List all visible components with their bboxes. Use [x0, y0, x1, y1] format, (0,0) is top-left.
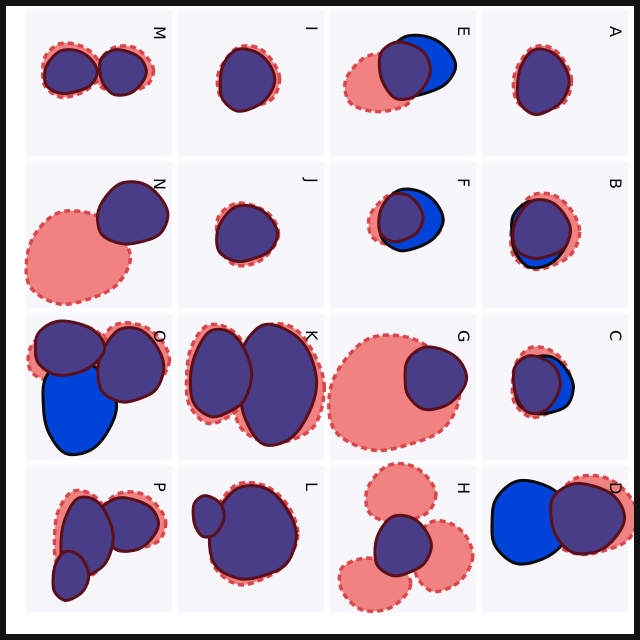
panel-label: A	[606, 26, 625, 37]
overlap-region	[96, 326, 166, 404]
panel-label: N	[150, 178, 169, 190]
overlap-region	[98, 48, 148, 97]
panel-c: C	[482, 314, 628, 460]
panel-label: M	[150, 26, 169, 40]
panel-label: L	[302, 482, 321, 491]
panel-g: G	[327, 314, 476, 460]
panel-label: D	[606, 482, 625, 494]
panel-f: F	[330, 162, 476, 308]
overlap-region	[191, 494, 226, 539]
panel-label: B	[606, 178, 625, 189]
panel-a: A	[482, 10, 628, 156]
panel-label: P	[150, 482, 169, 492]
overlap-region	[377, 40, 432, 101]
panel-label: C	[606, 330, 625, 341]
overlap-region	[549, 481, 627, 556]
panel-e: E	[330, 10, 476, 156]
overlap-region	[515, 47, 571, 117]
panel-label: H	[454, 482, 473, 494]
overlap-region	[33, 319, 107, 377]
panel-n: N	[24, 162, 172, 308]
panel-label: J	[302, 177, 321, 183]
panel-label: O	[150, 330, 169, 343]
panel-label: F	[454, 178, 473, 187]
panel-j: J	[178, 162, 324, 308]
panel-l: L	[178, 466, 324, 612]
panel-p: P	[26, 466, 172, 612]
segmentation-grid: A B C D E F G H I J K L M N O P	[24, 10, 634, 613]
overlap-region	[373, 513, 433, 578]
overlap-region	[218, 47, 277, 113]
panel-m: M	[26, 10, 172, 156]
overlap-region	[403, 345, 469, 412]
panel-k: K	[178, 314, 326, 460]
panel-i: I	[178, 10, 324, 156]
panel-label: K	[302, 330, 321, 341]
panel-o: O	[26, 314, 172, 460]
panel-b: B	[482, 162, 628, 308]
overlap-region	[511, 354, 562, 415]
overlap-region	[95, 180, 170, 246]
overlap-region	[511, 198, 572, 261]
overlap-region	[188, 327, 254, 419]
panel-label: I	[302, 26, 321, 31]
panel-d: D	[482, 466, 634, 612]
overlap-region	[51, 549, 91, 602]
panel-label: G	[454, 330, 473, 342]
panel-label: E	[454, 26, 473, 36]
overlap-region	[377, 191, 425, 244]
panel-h: H	[330, 461, 476, 613]
overlap-region	[215, 203, 280, 264]
overlap-region	[43, 48, 99, 96]
